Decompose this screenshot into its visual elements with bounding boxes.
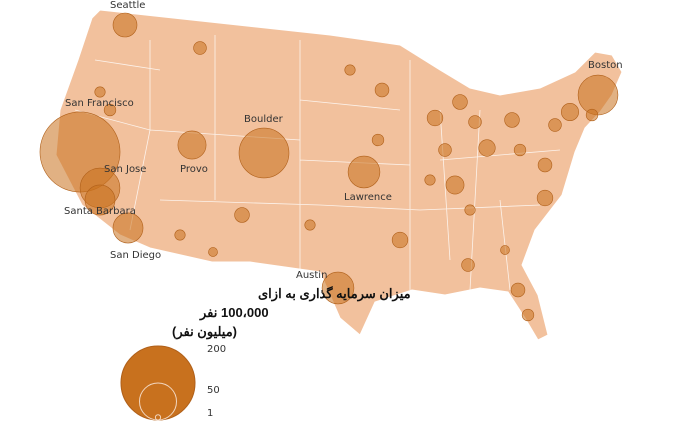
bubble bbox=[208, 247, 218, 257]
city-label: Santa Barbara bbox=[64, 206, 136, 217]
bubble bbox=[193, 41, 207, 55]
bubble bbox=[391, 231, 409, 249]
legend-label: 200 bbox=[207, 344, 226, 355]
city-label: Seattle bbox=[110, 0, 145, 11]
city-label: San Jose bbox=[104, 164, 146, 175]
bubble bbox=[548, 118, 562, 132]
bubble bbox=[445, 175, 465, 195]
bubble bbox=[347, 155, 381, 189]
bubble bbox=[234, 207, 250, 223]
legend-title: میزان سرمایه گذاری به ازای bbox=[258, 285, 411, 302]
bubble bbox=[438, 143, 452, 157]
bubble bbox=[344, 64, 356, 76]
bubble bbox=[112, 212, 144, 244]
bubble bbox=[504, 112, 520, 128]
city-label: San Diego bbox=[110, 250, 161, 261]
bubble bbox=[464, 204, 476, 216]
bubble bbox=[452, 94, 468, 110]
bubble bbox=[112, 12, 138, 38]
bubble bbox=[371, 133, 385, 147]
bubble bbox=[84, 184, 116, 216]
legend-label: 50 bbox=[207, 385, 220, 396]
bubble bbox=[513, 143, 527, 157]
city-label: Boulder bbox=[244, 114, 284, 125]
bubble bbox=[536, 189, 554, 207]
bubble bbox=[424, 174, 436, 186]
city-label: Austin bbox=[296, 270, 327, 281]
legend-title: (میلیون نفر) bbox=[172, 324, 237, 340]
bubble bbox=[510, 282, 526, 298]
bubble bbox=[374, 82, 390, 98]
bubble bbox=[321, 271, 355, 305]
legend-circle bbox=[154, 414, 162, 421]
city-label: Lawrence bbox=[344, 192, 392, 203]
legend-label: 1 bbox=[207, 408, 213, 419]
us-map bbox=[55, 9, 623, 341]
bubble bbox=[461, 258, 475, 272]
bubble bbox=[500, 245, 510, 255]
bubble bbox=[103, 103, 117, 117]
bubble bbox=[561, 103, 579, 121]
bubble bbox=[177, 130, 207, 160]
bubble bbox=[521, 308, 535, 322]
city-label: San Francisco bbox=[65, 98, 134, 109]
bubble bbox=[478, 139, 496, 157]
bubble bbox=[585, 108, 599, 122]
bubble bbox=[577, 74, 619, 116]
bubble bbox=[238, 127, 290, 179]
city-label: Provo bbox=[180, 164, 208, 175]
bubble bbox=[94, 86, 106, 98]
bubble bbox=[468, 115, 482, 129]
bubble bbox=[537, 157, 553, 173]
bubble bbox=[174, 229, 186, 241]
bubble bbox=[426, 109, 444, 127]
city-label: Boston bbox=[588, 60, 623, 71]
legend: میزان سرمایه گذاری به ازای 100،000 نفر (… bbox=[120, 285, 411, 421]
legend-title: 100،000 نفر bbox=[199, 305, 269, 321]
bubble bbox=[304, 219, 316, 231]
